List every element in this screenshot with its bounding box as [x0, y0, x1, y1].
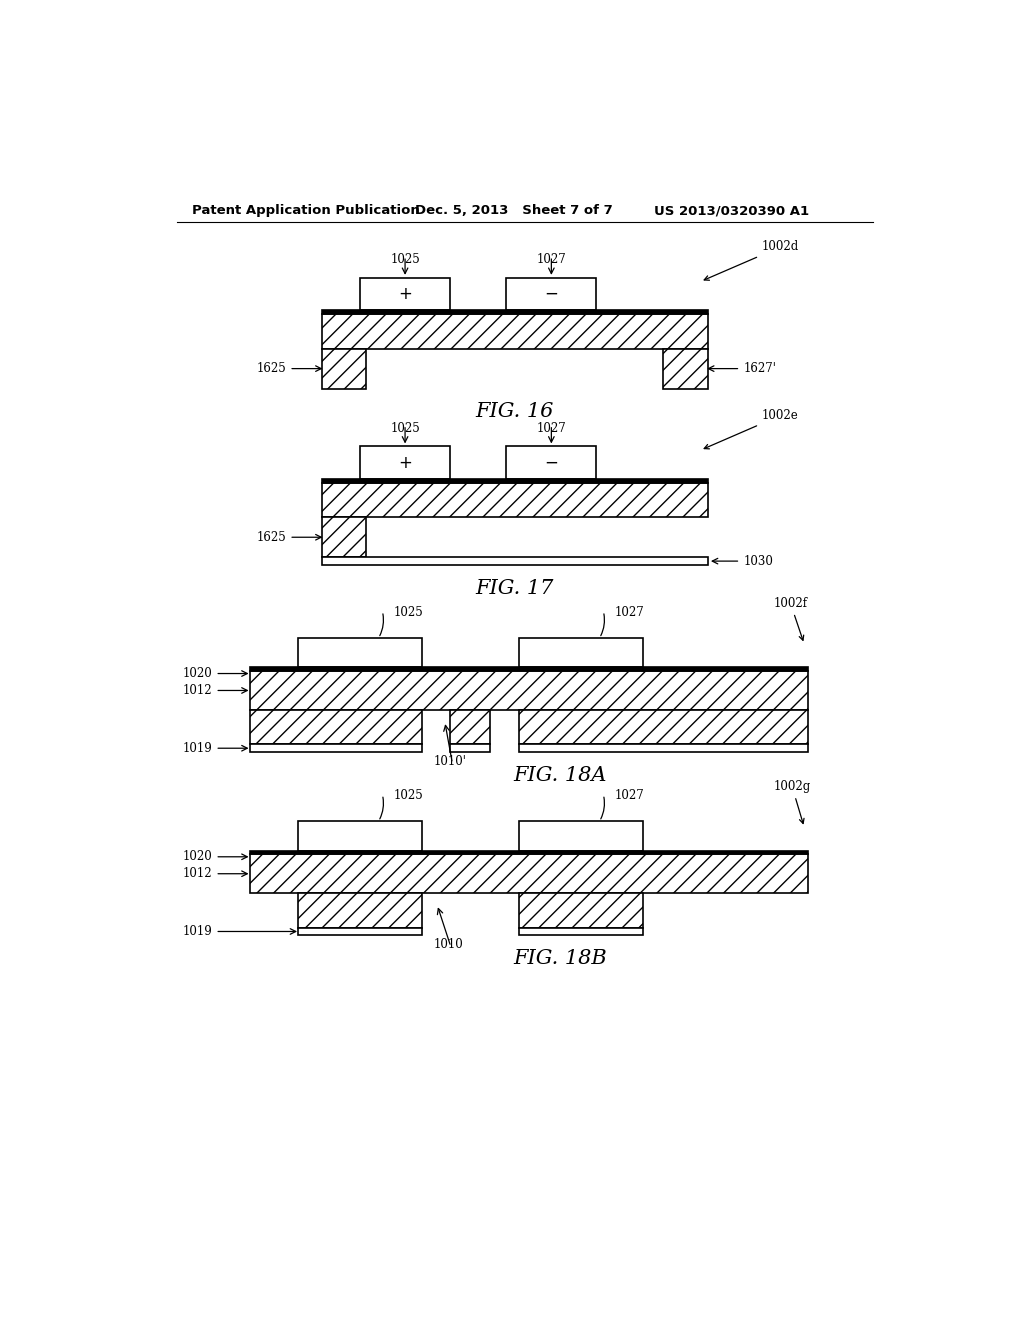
Bar	[250, 854, 808, 892]
Text: 1025: 1025	[394, 789, 424, 803]
Bar	[298, 894, 422, 928]
Text: 1019: 1019	[182, 742, 212, 755]
Bar	[519, 928, 643, 936]
Text: FIG. 18A: FIG. 18A	[513, 766, 606, 785]
Bar	[451, 744, 490, 752]
Bar	[506, 277, 596, 310]
Bar	[322, 517, 367, 557]
Bar	[519, 894, 643, 928]
Bar	[298, 928, 422, 936]
Text: 1027: 1027	[614, 789, 645, 803]
Text: 1030: 1030	[743, 554, 773, 568]
Text: 1625: 1625	[256, 362, 286, 375]
Text: FIG. 16: FIG. 16	[475, 403, 554, 421]
Text: Dec. 5, 2013   Sheet 7 of 7: Dec. 5, 2013 Sheet 7 of 7	[416, 205, 613, 218]
Text: 1625: 1625	[256, 531, 286, 544]
Bar	[322, 483, 708, 517]
Text: 1010: 1010	[433, 939, 463, 952]
Text: 1002f: 1002f	[773, 597, 808, 640]
Bar	[664, 348, 708, 388]
Bar	[250, 850, 808, 854]
Text: 1025: 1025	[390, 253, 420, 267]
Text: 1025: 1025	[394, 606, 424, 619]
Bar	[519, 821, 643, 850]
Text: −: −	[545, 285, 558, 302]
Text: 1025: 1025	[390, 422, 420, 434]
Bar	[298, 821, 422, 850]
Text: 1020: 1020	[182, 667, 212, 680]
Text: US 2013/0320390 A1: US 2013/0320390 A1	[654, 205, 809, 218]
Bar	[322, 310, 708, 314]
Text: Patent Application Publication: Patent Application Publication	[193, 205, 420, 218]
Text: 1010': 1010'	[433, 755, 466, 768]
Text: FIG. 18B: FIG. 18B	[513, 949, 606, 968]
Text: 1012: 1012	[182, 684, 212, 697]
Bar	[360, 446, 451, 479]
Bar	[250, 671, 808, 710]
Bar	[322, 348, 367, 388]
Bar	[506, 446, 596, 479]
Text: 1012: 1012	[182, 867, 212, 880]
Text: 1002g: 1002g	[773, 780, 811, 824]
Text: −: −	[545, 454, 558, 471]
Bar	[250, 744, 422, 752]
Text: 1002e: 1002e	[705, 409, 799, 449]
Text: FIG. 17: FIG. 17	[475, 579, 554, 598]
Bar	[250, 710, 422, 744]
Bar	[298, 638, 422, 668]
Text: 1627': 1627'	[743, 362, 776, 375]
Bar	[322, 557, 708, 565]
Bar	[519, 638, 643, 668]
Bar	[322, 314, 708, 348]
Bar	[322, 479, 708, 483]
Text: 1027: 1027	[537, 422, 566, 434]
Text: 1002d: 1002d	[705, 240, 799, 280]
Bar	[451, 710, 490, 744]
Text: 1019: 1019	[182, 925, 212, 939]
Bar	[250, 668, 808, 671]
Text: 1027: 1027	[537, 253, 566, 267]
Text: +: +	[398, 454, 412, 471]
Text: +: +	[398, 285, 412, 302]
Text: 1027: 1027	[614, 606, 645, 619]
Bar	[519, 744, 808, 752]
Text: 1020: 1020	[182, 850, 212, 863]
Bar	[360, 277, 451, 310]
Bar	[519, 710, 808, 744]
